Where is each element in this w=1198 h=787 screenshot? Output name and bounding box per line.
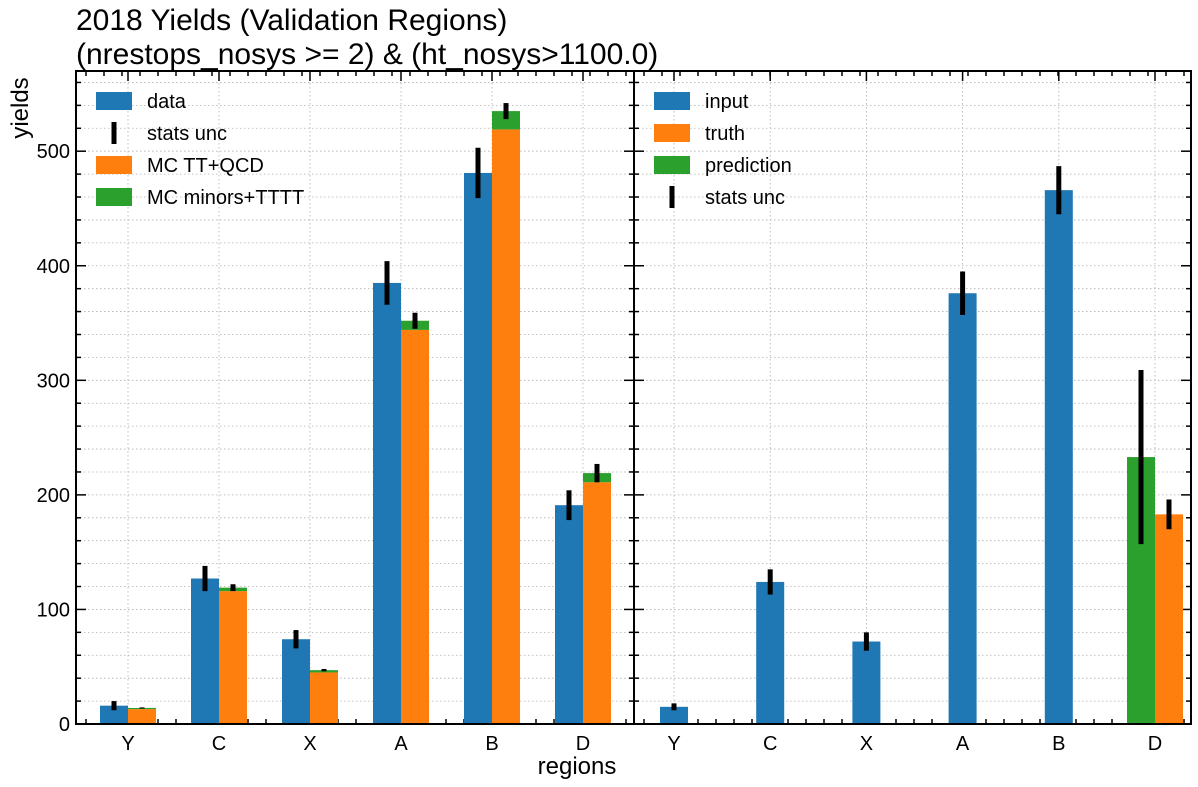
x-tick-label-D: D [1148, 733, 1162, 755]
legend-label: truth [705, 123, 745, 145]
y-tick-label: 100 [37, 599, 70, 621]
legend-swatch-truth [654, 124, 690, 142]
x-tick-label-C: C [763, 733, 777, 755]
chart-title: 2018 Yields (Validation Regions) (nresto… [76, 4, 658, 71]
x-tick-label-A: A [956, 733, 970, 755]
bar-input-X [852, 641, 881, 724]
legend-label: data [147, 91, 187, 113]
chart-title-line-1: 2018 Yields (Validation Regions) [76, 4, 507, 37]
bar-data-Y [100, 705, 128, 724]
bar-truth-D [1155, 514, 1183, 724]
error-bars [111, 103, 600, 711]
legend: data stats unc MC TT+QCD MC minors+TTTT [96, 91, 304, 209]
left-panel-validation-yields: Y C X A B D 0 100 200 300 400 500 data stats unc MC TT… [37, 70, 635, 755]
bar-mc-minors-B [492, 111, 520, 130]
x-tick-label-C: C [212, 733, 226, 755]
legend-label: MC minors+TTTT [147, 187, 304, 209]
bar-mc-ttqcd-Y [128, 709, 156, 724]
bar-mc-ttqcd-C [219, 591, 247, 724]
bar-data-X [282, 639, 310, 724]
bars [660, 190, 1183, 724]
legend-swatch-prediction [654, 156, 690, 174]
x-tick-label-D: D [576, 733, 590, 755]
x-tick-label-X: X [303, 733, 316, 755]
bar-data-B [464, 172, 492, 724]
bar-data-C [191, 578, 219, 724]
legend-swatch-mc-tt-qcd [96, 156, 132, 174]
bar-mc-ttqcd-B [492, 129, 520, 724]
bar-mc-ttqcd-A [401, 329, 429, 724]
y-tick-label: 0 [59, 714, 70, 736]
chart-title-line-2: (nrestops_nosys >= 2) & (ht_nosys>1100.0… [76, 38, 658, 71]
y-tick-label: 500 [37, 141, 70, 163]
x-tick-label-Y: Y [121, 733, 134, 755]
legend-label: prediction [705, 155, 792, 177]
y-axis-label: yields [7, 77, 34, 138]
bar-input-B [1044, 190, 1073, 724]
legend-label: input [705, 91, 749, 113]
bar-input-A [948, 293, 977, 724]
bar-data-D [555, 505, 583, 724]
x-tick-label-Y: Y [667, 733, 680, 755]
legend-label: stats unc [705, 187, 785, 209]
legend-label: MC TT+QCD [147, 155, 264, 177]
x-axis-label: regions [538, 753, 617, 780]
legend-swatch-data [96, 92, 132, 110]
y-tick-label: 400 [37, 256, 70, 278]
bar-input-C [756, 581, 785, 724]
x-tick-label-A: A [394, 733, 408, 755]
legend-swatch-input [654, 92, 690, 110]
bar-mc-ttqcd-X [310, 672, 338, 724]
plot-frame [633, 70, 1192, 725]
bar-mc-ttqcd-D [583, 482, 611, 724]
y-tick-labels: 0 100 200 300 400 500 [37, 141, 70, 736]
y-tick-label: 300 [37, 370, 70, 392]
x-tick-label-B: B [1052, 733, 1065, 755]
legend-label: stats unc [147, 123, 227, 145]
bar-input-Y [660, 706, 688, 724]
legend-swatch-mc-minors-tttt [96, 188, 132, 206]
bars [100, 111, 611, 724]
legend: input truth prediction stats unc [654, 91, 792, 209]
y-tick-label: 200 [37, 485, 70, 507]
bar-data-A [373, 282, 401, 724]
x-tick-label-B: B [485, 733, 498, 755]
error-bars [671, 166, 1172, 711]
x-tick-label-X: X [860, 733, 873, 755]
